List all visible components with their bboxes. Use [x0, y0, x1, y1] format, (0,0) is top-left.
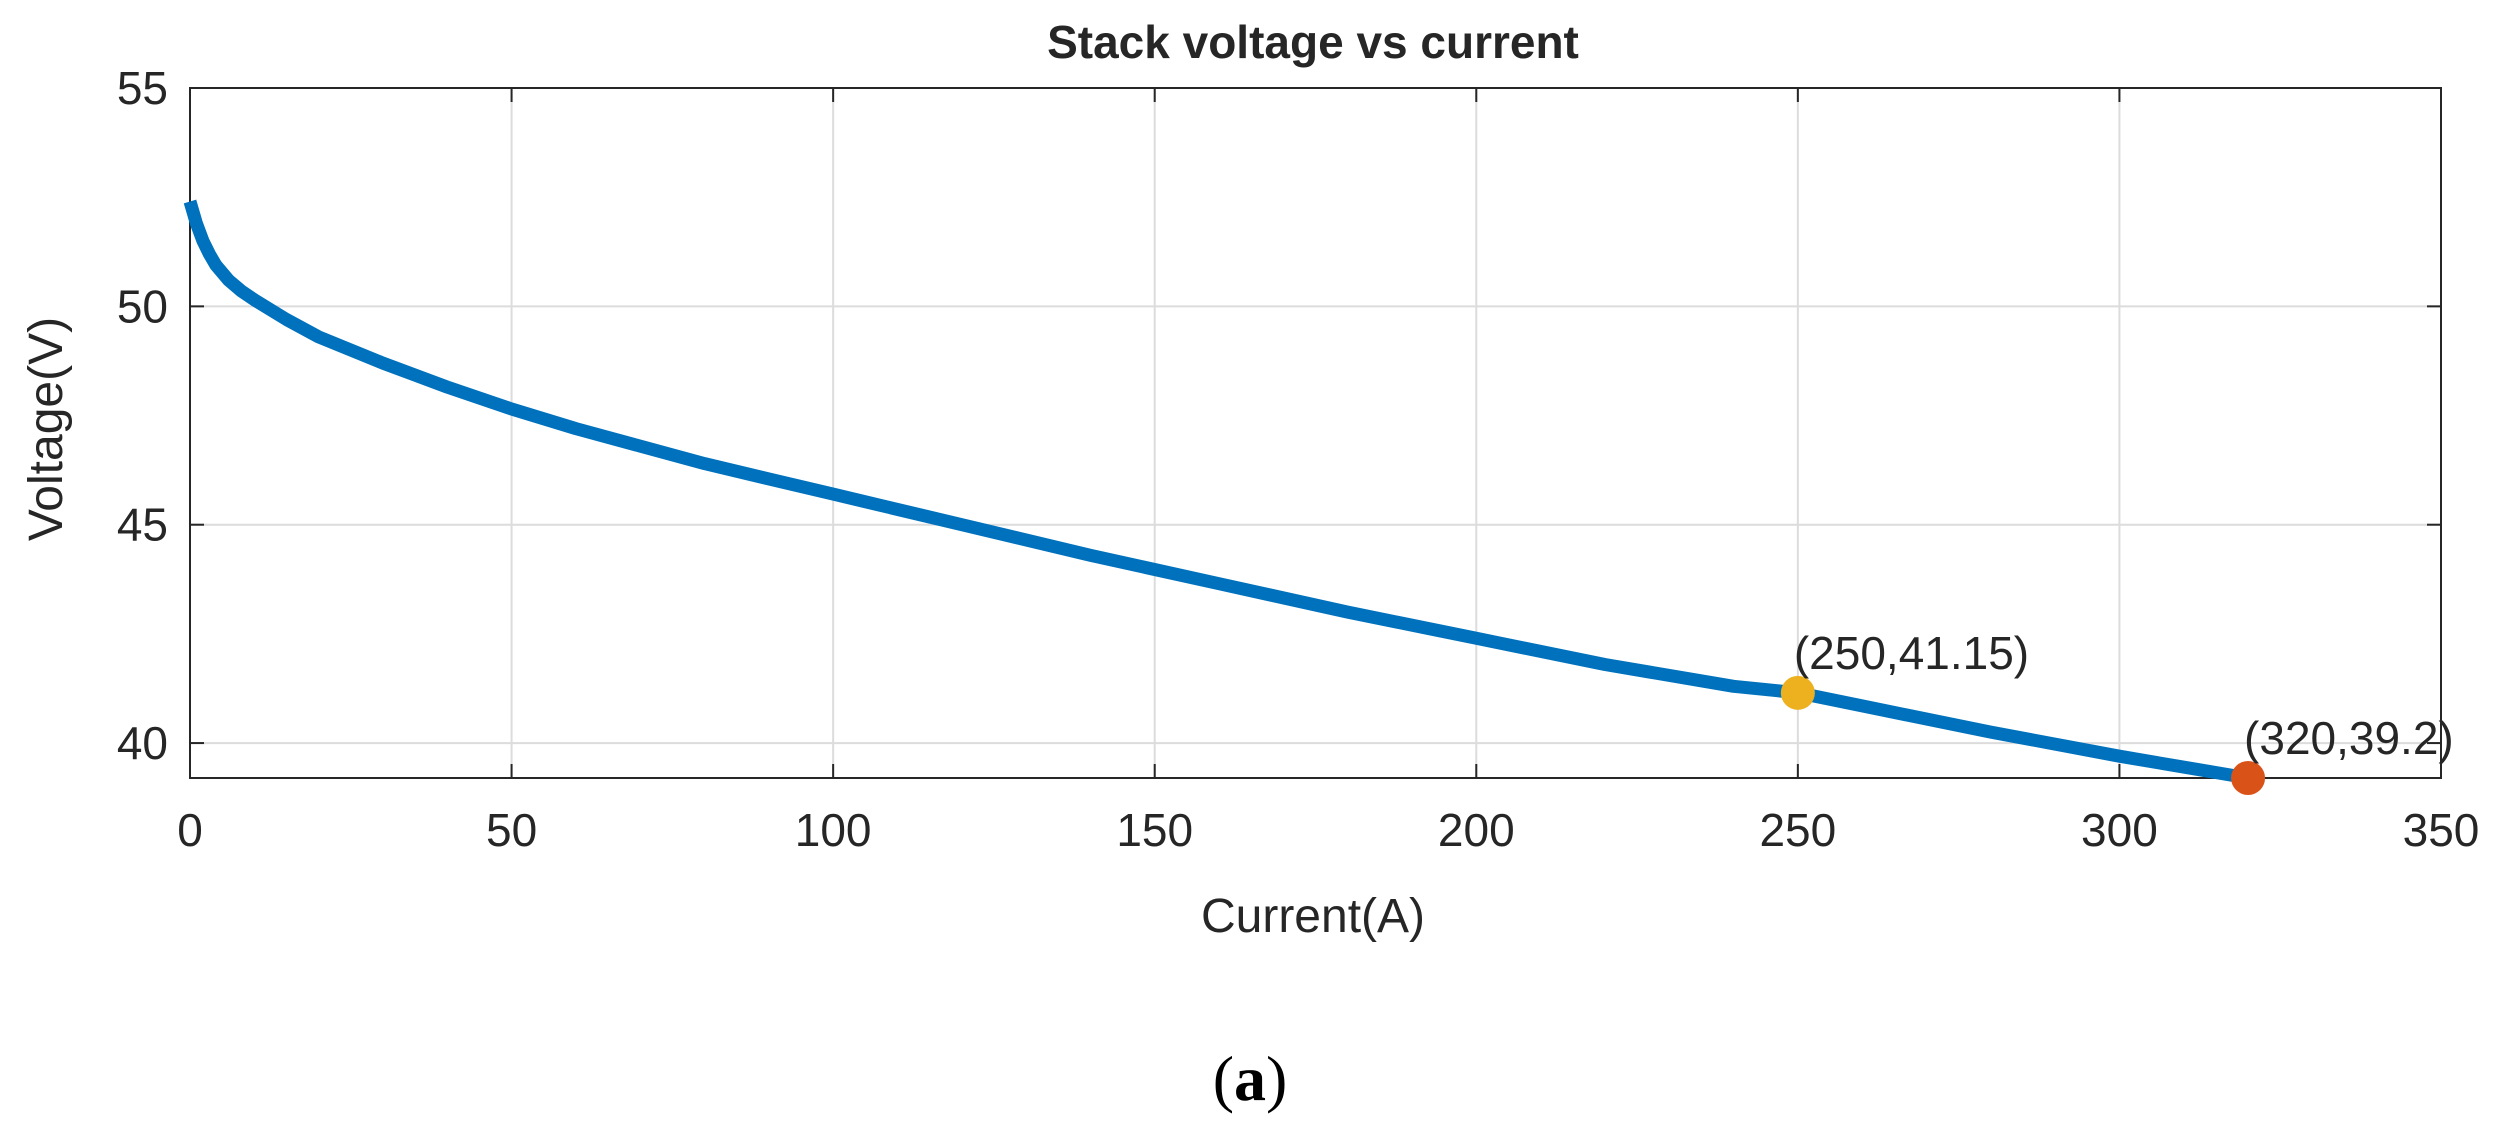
- chart-title: Stack voltage vs current: [1047, 16, 1579, 68]
- x-tick-label: 100: [795, 804, 872, 856]
- x-tick-label: 300: [2081, 804, 2158, 856]
- data-point-label: (250,41.15): [1794, 627, 2029, 679]
- caption-close: ): [1266, 1043, 1287, 1114]
- data-point-marker: [2231, 761, 2266, 795]
- y-tick-label: 40: [117, 717, 168, 769]
- plot-area: [189, 87, 2442, 779]
- axis-ticks: 0 50 100 150 200 250 300 350 40 45 50 55: [117, 62, 2480, 856]
- x-tick-label: 0: [177, 804, 203, 856]
- x-axis-label: Current(A): [1201, 890, 1425, 943]
- figure-caption: (a): [1213, 1043, 1288, 1114]
- series-layer: [183, 199, 2250, 785]
- y-tick-label: 55: [117, 62, 168, 114]
- series-line: [183, 199, 2250, 785]
- x-tick-label: 200: [1438, 804, 1515, 856]
- data-point-label: (320,39.2): [2244, 712, 2454, 764]
- caption-open: (: [1213, 1043, 1234, 1114]
- y-axis-label: Voltage(V): [20, 317, 73, 541]
- x-tick-label: 250: [1759, 804, 1836, 856]
- x-tick-label: 150: [1116, 804, 1193, 856]
- data-point-marker: [1780, 675, 1815, 710]
- markers-layer: (250,41.15) (320,39.2): [1780, 627, 2454, 795]
- y-tick-label: 50: [117, 280, 168, 332]
- caption-letter: a: [1234, 1043, 1266, 1114]
- x-tick-label: 350: [2403, 804, 2480, 856]
- x-tick-label: 50: [486, 804, 537, 856]
- y-tick-label: 45: [117, 499, 168, 551]
